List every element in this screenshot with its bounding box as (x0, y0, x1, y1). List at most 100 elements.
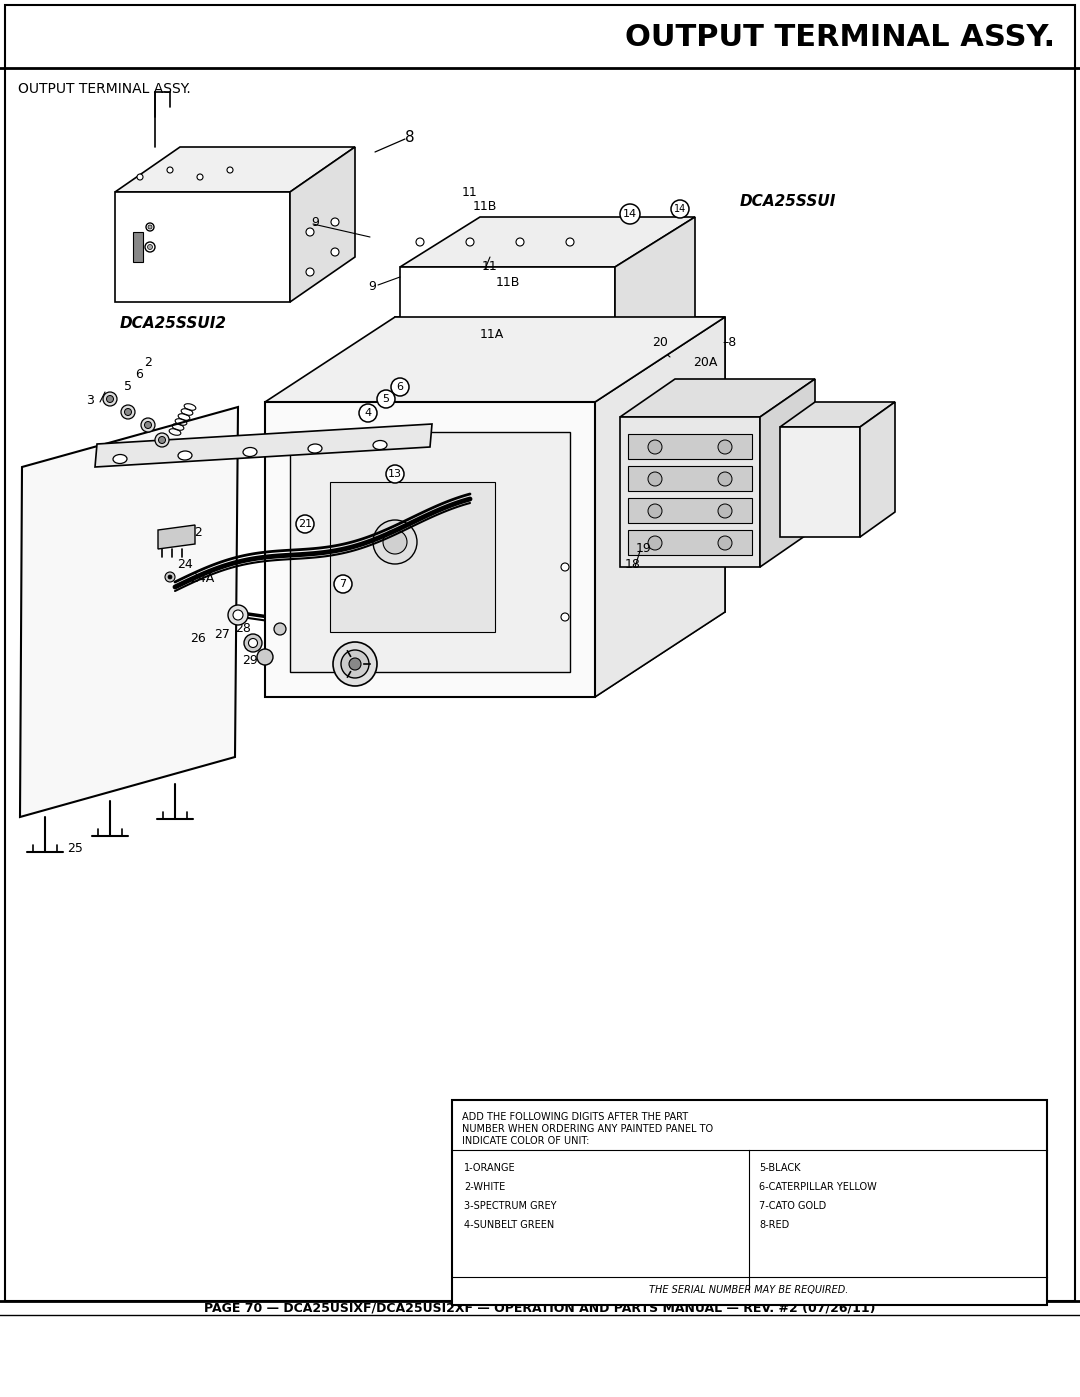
Text: 23: 23 (377, 620, 393, 633)
Text: 16: 16 (472, 581, 488, 594)
Polygon shape (627, 434, 752, 460)
Polygon shape (265, 612, 725, 697)
Ellipse shape (308, 444, 322, 453)
Text: OUTPUT TERMINAL ASSY.: OUTPUT TERMINAL ASSY. (18, 82, 191, 96)
Circle shape (516, 237, 524, 246)
Circle shape (671, 200, 689, 218)
Polygon shape (780, 402, 895, 427)
Ellipse shape (178, 451, 192, 460)
Text: 24A: 24A (408, 531, 432, 543)
Circle shape (649, 337, 661, 348)
Polygon shape (395, 317, 725, 612)
Text: OUTPUT TERMINAL ASSY.: OUTPUT TERMINAL ASSY. (625, 22, 1055, 52)
Text: 6: 6 (396, 381, 404, 393)
Circle shape (377, 390, 395, 408)
Polygon shape (265, 317, 725, 402)
Circle shape (718, 440, 732, 454)
Text: 21: 21 (298, 520, 312, 529)
Text: 15: 15 (482, 550, 498, 563)
Circle shape (373, 520, 417, 564)
Circle shape (103, 393, 117, 407)
Circle shape (648, 536, 662, 550)
Polygon shape (760, 379, 815, 567)
Text: –8: –8 (723, 335, 738, 348)
Circle shape (137, 175, 143, 180)
Ellipse shape (373, 440, 387, 450)
Circle shape (257, 650, 273, 665)
Polygon shape (95, 425, 432, 467)
Circle shape (228, 605, 248, 624)
Ellipse shape (243, 447, 257, 457)
Circle shape (566, 237, 573, 246)
Text: 8: 8 (405, 130, 415, 144)
Polygon shape (627, 467, 752, 490)
Polygon shape (860, 402, 895, 536)
Polygon shape (114, 147, 355, 191)
Text: 1: 1 (321, 440, 329, 454)
Circle shape (359, 404, 377, 422)
Text: 3: 3 (86, 394, 94, 407)
Circle shape (330, 249, 339, 256)
Text: 5: 5 (382, 394, 390, 404)
Circle shape (341, 650, 369, 678)
Polygon shape (620, 379, 815, 416)
Text: 13: 13 (388, 469, 402, 479)
Text: 7-CATO GOLD: 7-CATO GOLD (759, 1201, 826, 1211)
Circle shape (383, 529, 407, 555)
Text: 1-ORANGE: 1-ORANGE (464, 1162, 515, 1173)
Circle shape (648, 440, 662, 454)
Circle shape (165, 571, 175, 583)
Circle shape (334, 576, 352, 592)
Text: ADD THE FOLLOWING DIGITS AFTER THE PART: ADD THE FOLLOWING DIGITS AFTER THE PART (462, 1112, 688, 1122)
Text: 11A: 11A (480, 327, 504, 341)
Circle shape (227, 168, 233, 173)
Text: 11: 11 (482, 260, 498, 274)
Text: 20A: 20A (692, 355, 717, 369)
Text: 11A: 11A (492, 394, 517, 407)
Circle shape (718, 536, 732, 550)
Text: 2-WHITE: 2-WHITE (464, 1182, 505, 1192)
Text: 22: 22 (187, 525, 203, 538)
Circle shape (567, 359, 573, 365)
Text: DCA25SSUI: DCA25SSUI (740, 194, 836, 210)
Text: 24: 24 (177, 559, 193, 571)
Polygon shape (330, 482, 495, 631)
Circle shape (148, 225, 152, 229)
Circle shape (486, 323, 494, 331)
Circle shape (386, 465, 404, 483)
Polygon shape (291, 147, 355, 302)
Text: 4-SUNBELT GREEN: 4-SUNBELT GREEN (464, 1220, 554, 1229)
Circle shape (391, 379, 409, 395)
Text: 8-RED: 8-RED (759, 1220, 789, 1229)
Text: 20: 20 (652, 335, 667, 348)
Text: 17: 17 (360, 598, 376, 610)
Text: 11B: 11B (473, 201, 497, 214)
Circle shape (145, 422, 151, 429)
Circle shape (107, 395, 113, 402)
Polygon shape (158, 525, 195, 549)
Circle shape (124, 408, 132, 415)
Circle shape (233, 610, 243, 620)
Text: 21: 21 (392, 503, 408, 515)
Circle shape (141, 418, 156, 432)
Polygon shape (265, 402, 595, 697)
Circle shape (718, 504, 732, 518)
Text: 29: 29 (242, 655, 258, 668)
Polygon shape (133, 232, 143, 263)
Circle shape (453, 359, 458, 365)
Text: 19: 19 (636, 542, 652, 556)
Text: 24: 24 (402, 515, 418, 528)
Text: 4: 4 (364, 408, 372, 418)
Text: –8: –8 (583, 401, 597, 414)
Circle shape (561, 563, 569, 571)
Text: 6-CATERPILLAR YELLOW: 6-CATERPILLAR YELLOW (759, 1182, 877, 1192)
Circle shape (527, 334, 534, 341)
Circle shape (333, 643, 377, 686)
Circle shape (248, 638, 257, 647)
Text: DCA25SSUI2: DCA25SSUI2 (120, 317, 227, 331)
Polygon shape (627, 497, 752, 522)
Text: 9: 9 (311, 215, 319, 229)
Text: 30: 30 (267, 671, 283, 683)
Circle shape (620, 204, 640, 224)
Circle shape (306, 228, 314, 236)
